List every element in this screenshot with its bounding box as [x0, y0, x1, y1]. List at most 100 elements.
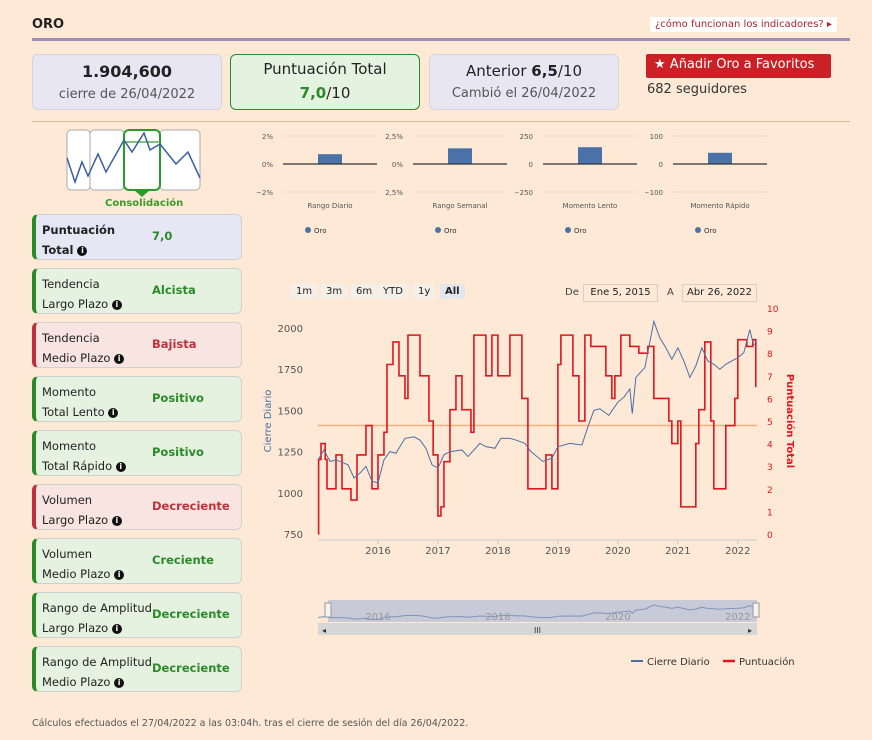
y2-tick-label: 9 — [767, 328, 773, 338]
previous-value: 6,5 — [531, 62, 558, 80]
range-button-3m[interactable]: 3m — [321, 284, 348, 299]
previous-denominator: /10 — [557, 62, 583, 80]
info-icon[interactable]: i — [111, 299, 122, 310]
score-denominator: /10 — [326, 84, 351, 102]
navigator-series — [317, 604, 758, 621]
info-icon[interactable]: i — [114, 677, 125, 688]
info-icon[interactable]: i — [77, 245, 88, 256]
x-tick-label: 2016 — [365, 546, 390, 557]
score-title: Puntuación Total — [263, 60, 387, 78]
indicator-value: Positivo — [152, 445, 204, 459]
y2-tick-label: 0 — [767, 531, 773, 541]
y2-tick-label: 5 — [767, 418, 773, 428]
legend-score-label: Puntuación — [739, 656, 795, 668]
bar — [448, 148, 472, 164]
range-button-6m[interactable]: 6m — [351, 284, 378, 299]
indicator-name: Momento — [42, 439, 97, 453]
indicator-name: Momento — [42, 385, 97, 399]
legend-marker — [435, 227, 441, 233]
indicator-value: Decreciente — [152, 607, 230, 621]
legend-close-label: Cierre Diario — [647, 657, 710, 668]
add-favorites-label: Añadir Oro a Favoritos — [669, 57, 815, 72]
footer-note: Cálculos efectuados el 27/04/2022 a las … — [32, 718, 469, 729]
y-tick-label: 2% — [262, 133, 273, 141]
info-icon[interactable]: i — [111, 515, 122, 526]
indicator-subname: Total Rápido — [42, 459, 113, 473]
to-date-input[interactable]: Abr 26, 2022 — [682, 284, 757, 302]
y2-tick-label: 7 — [767, 373, 773, 383]
indicator-subname: Medio Plazo — [42, 675, 111, 689]
y-axis-title: Cierre Diario — [263, 390, 274, 453]
phase-diagram-icon — [66, 129, 201, 197]
y-tick-label: 1000 — [278, 489, 303, 500]
y-tick-label: 0% — [392, 161, 403, 169]
mini-chart-2: 250 0 −250 Momento Lento Oro — [515, 133, 637, 235]
indicator-card: Volumen Medio Plazo i Creciente — [32, 538, 242, 584]
y2-tick-label: 10 — [767, 305, 779, 315]
x-tick-label: 2018 — [485, 546, 510, 557]
from-label: De — [565, 287, 579, 298]
from-date-input[interactable]: Ene 5, 2015 — [583, 284, 658, 302]
bar — [318, 154, 342, 164]
y-tick-label: 0 — [659, 161, 663, 169]
y-tick-label: −250 — [515, 189, 533, 197]
bar — [578, 147, 602, 164]
y-tick-label: 0% — [262, 161, 273, 169]
info-icon[interactable]: i — [108, 407, 119, 418]
indicator-value: Decreciente — [152, 499, 230, 513]
indicator-name: Rango de Amplitud — [42, 601, 152, 615]
navigator-handle-right[interactable] — [752, 602, 760, 618]
phase-label: Consolidación — [105, 198, 184, 209]
header-divider — [32, 38, 850, 41]
indicator-name: Volumen — [42, 547, 93, 561]
indicator-value: Alcista — [152, 283, 196, 297]
legend-marker — [305, 227, 311, 233]
score-value: 7,0 — [299, 84, 327, 102]
y-tick-label: 0 — [529, 161, 533, 169]
navigator-scrollbar[interactable] — [318, 623, 757, 635]
close-series-line — [317, 319, 758, 484]
indicator-value: 7,0 — [152, 229, 173, 243]
chart-title: Rango Diario — [307, 202, 352, 210]
indicator-card: Rango de Amplitud Largo Plazo i Decrecient… — [32, 592, 242, 638]
help-link[interactable]: ¿cómo funcionan los indicadores? ▸ — [650, 17, 837, 32]
y-tick-label: 100 — [650, 133, 663, 141]
y-tick-label: 1250 — [278, 448, 303, 459]
indicator-value: Positivo — [152, 391, 204, 405]
info-icon[interactable]: i — [115, 461, 126, 472]
navigator-tick-label: 2022 — [725, 612, 750, 623]
y-tick-label: 750 — [284, 530, 303, 541]
add-favorites-button[interactable]: ★ Añadir Oro a Favoritos — [646, 54, 831, 78]
price-card: 1.904,600 cierre de 26/04/2022 — [32, 54, 222, 110]
range-button-1m[interactable]: 1m — [291, 284, 318, 299]
previous-score-card: Anterior 6,5/10 Cambió el 26/04/2022 — [429, 54, 619, 110]
indicator-name: Tendencia — [42, 331, 100, 345]
chart-title: Momento Rápido — [690, 202, 749, 210]
y2-tick-label: 3 — [767, 463, 773, 473]
navigator-tick-label: 2018 — [485, 612, 510, 623]
indicator-subname: Medio Plazo — [42, 567, 111, 581]
legend-label: Oro — [314, 227, 327, 235]
indicator-name: Rango de Amplitud — [42, 655, 152, 669]
indicator-card: Momento Total Lento i Positivo — [32, 376, 242, 422]
indicator-subname: Medio Plazo — [42, 351, 111, 365]
range-button-ytd[interactable]: YTD — [378, 284, 408, 299]
range-button-all[interactable]: All — [440, 284, 465, 299]
legend-label: Oro — [444, 227, 457, 235]
indicator-card: Tendencia Medio Plazo i Bajista — [32, 322, 242, 368]
scroll-grip-icon: III — [534, 626, 541, 635]
info-icon[interactable]: i — [114, 353, 125, 364]
y-tick-label: −100 — [645, 189, 663, 197]
y2-tick-label: 2 — [767, 486, 773, 496]
y2-tick-label: 6 — [767, 395, 773, 405]
range-button-1y[interactable]: 1y — [413, 284, 436, 299]
navigator-handle-left[interactable] — [324, 602, 332, 618]
indicator-card: Volumen Largo Plazo i Decreciente — [32, 484, 242, 530]
scroll-right-icon: ▸ — [748, 626, 752, 635]
indicator-card: Tendencia Largo Plazo i Alcista — [32, 268, 242, 314]
info-icon[interactable]: i — [111, 623, 122, 634]
y-tick-label: −2% — [256, 189, 273, 197]
indicator-subname: Total Lento — [42, 405, 105, 419]
info-icon[interactable]: i — [114, 569, 125, 580]
mini-chart-0: 2% 0% −2% Rango Diario Oro — [256, 133, 377, 235]
